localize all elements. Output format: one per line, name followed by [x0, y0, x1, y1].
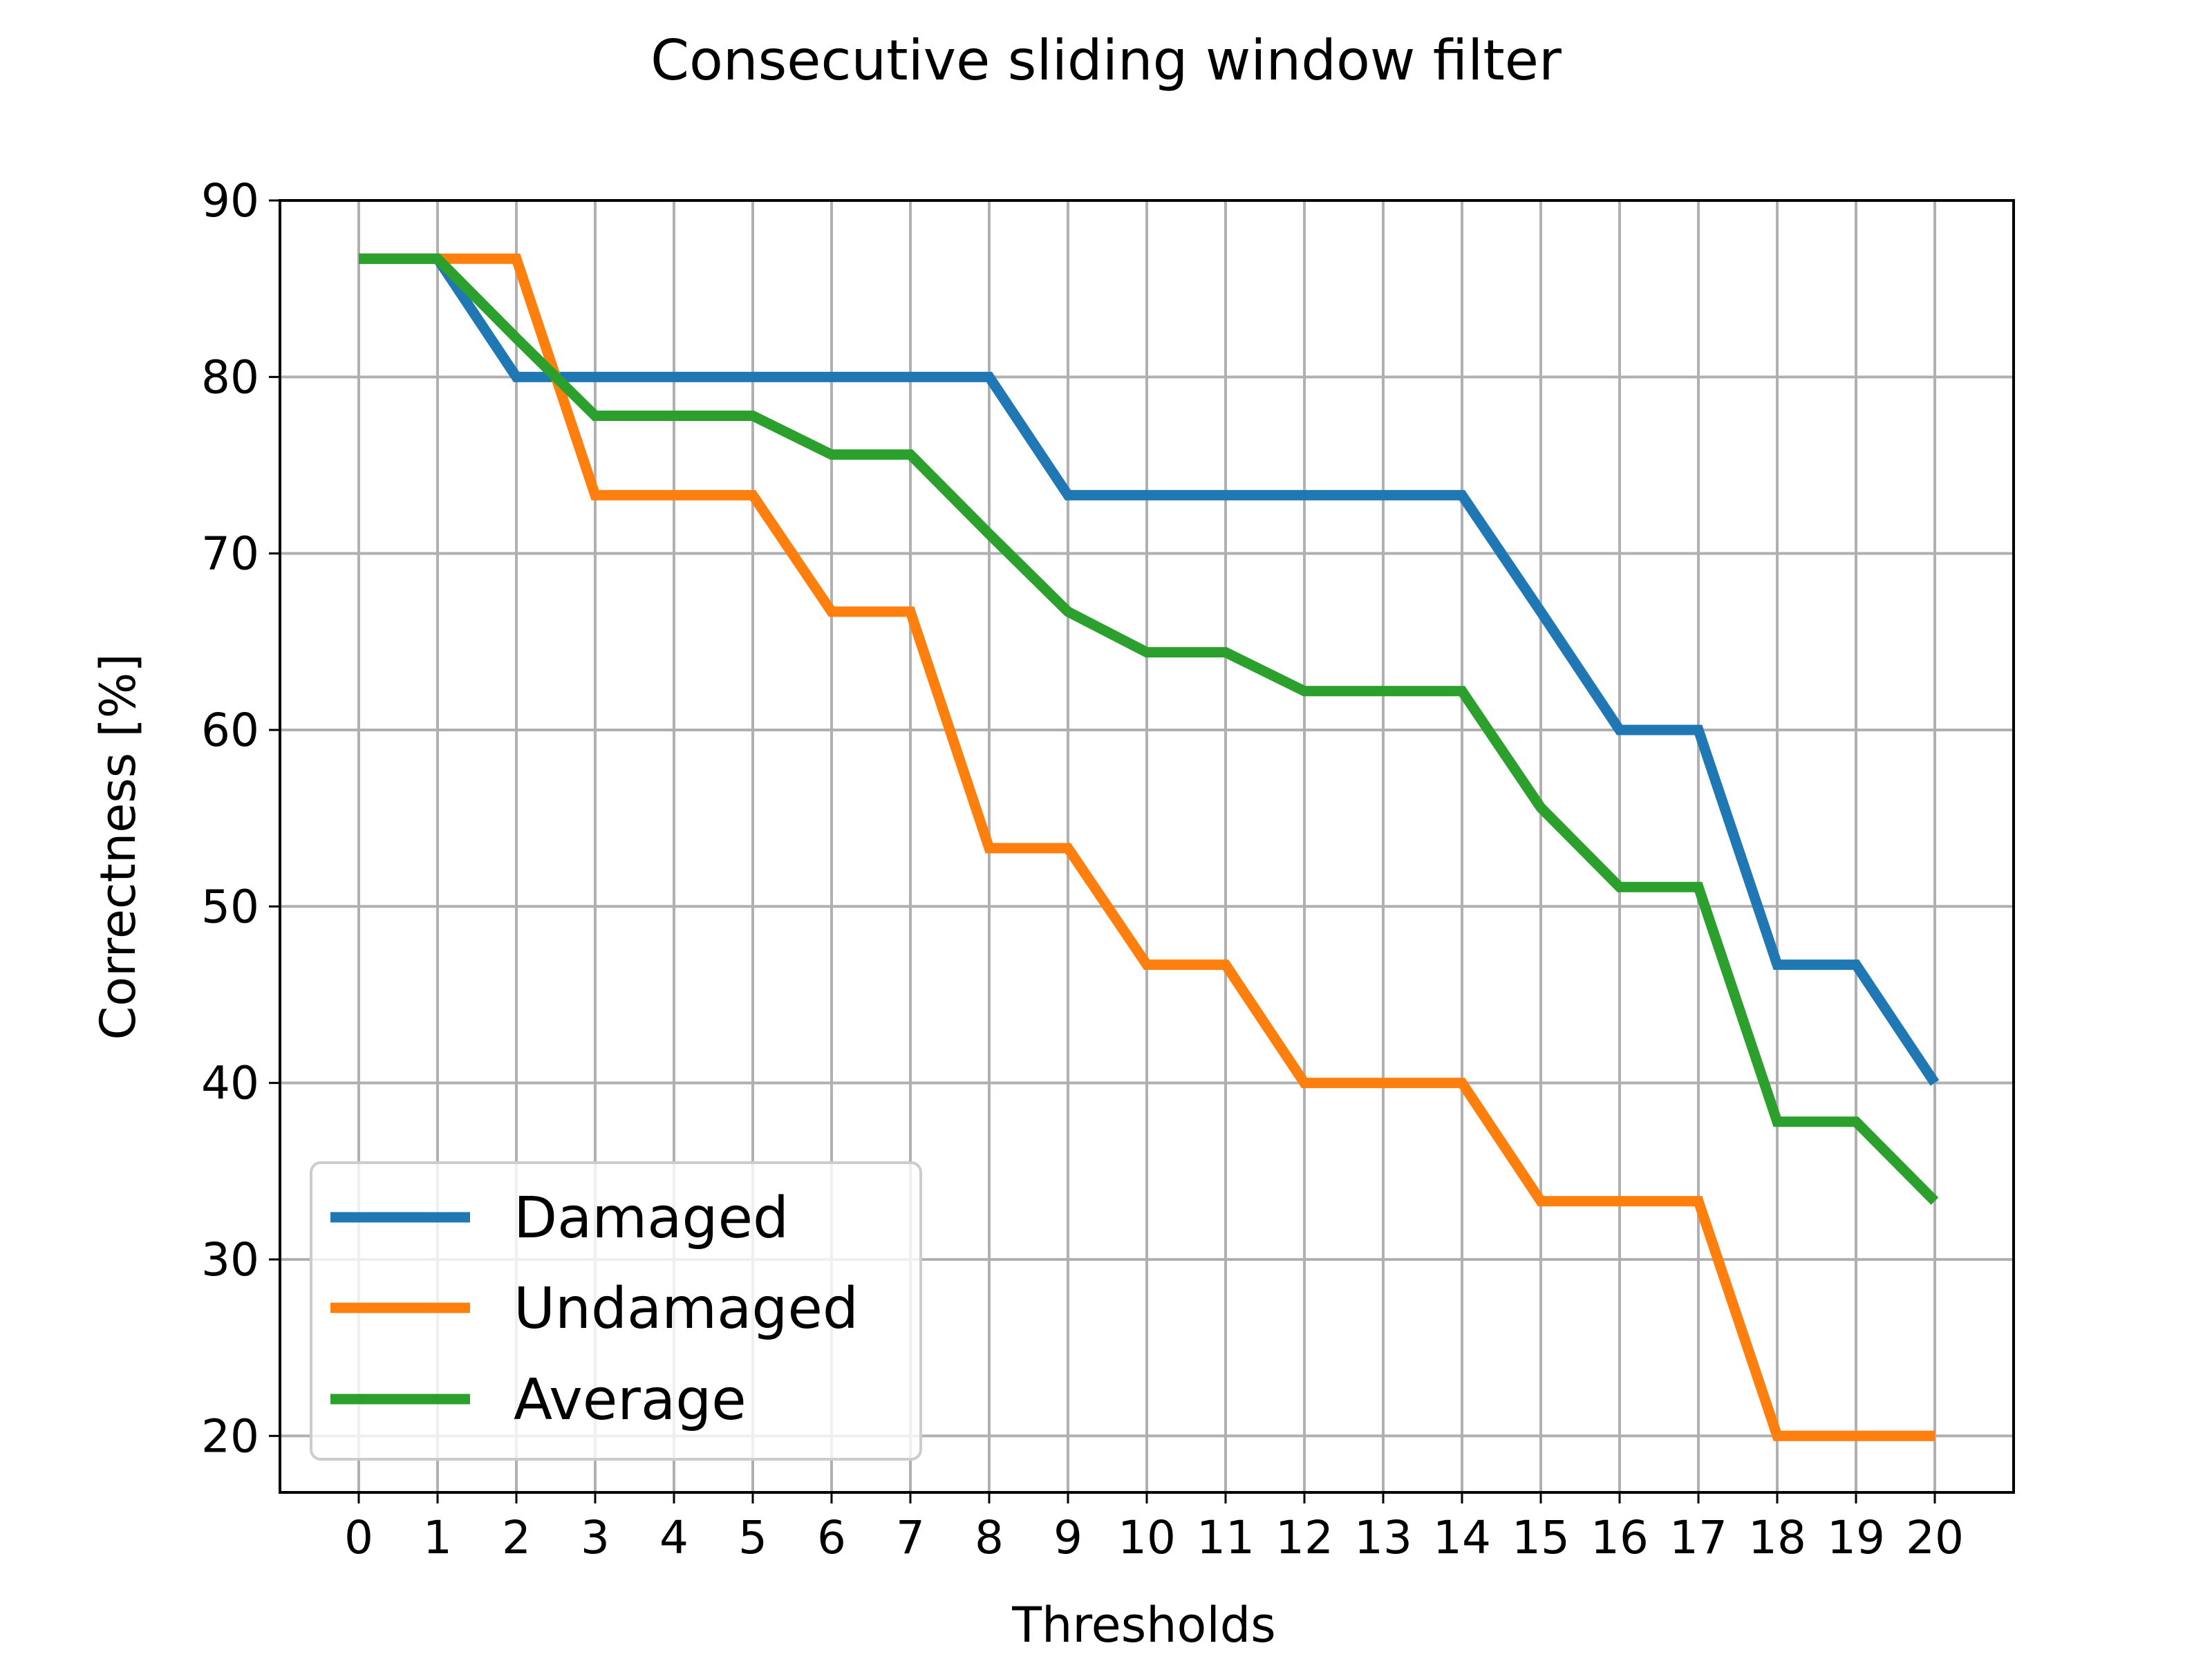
chart-title: Consecutive sliding window filter	[650, 28, 1562, 93]
x-tick: 0	[344, 1492, 373, 1564]
series-line-undamaged	[359, 253, 1935, 1441]
x-tick: 4	[659, 1492, 688, 1564]
y-tick: 70	[201, 527, 280, 581]
x-tick: 15	[1512, 1492, 1570, 1564]
x-tick-label: 6	[817, 1511, 846, 1564]
y-tick-label: 50	[201, 880, 259, 933]
x-tick: 7	[896, 1492, 925, 1564]
x-axis-label: Thresholds	[1011, 1597, 1275, 1653]
x-tick-label: 8	[975, 1511, 1004, 1564]
y-tick-label: 90	[201, 174, 259, 227]
x-tick-label: 11	[1197, 1511, 1255, 1564]
x-tick-label: 20	[1906, 1511, 1964, 1564]
legend-box	[310, 1161, 922, 1461]
x-tick-label: 13	[1354, 1511, 1412, 1564]
y-tick-label: 70	[201, 527, 259, 581]
x-tick: 20	[1906, 1492, 1964, 1564]
x-tick: 8	[975, 1492, 1004, 1564]
x-tick: 3	[581, 1492, 610, 1564]
x-tick: 6	[817, 1492, 846, 1564]
x-tick-label: 5	[738, 1511, 767, 1564]
x-tick: 19	[1827, 1492, 1885, 1564]
x-tick-label: 10	[1118, 1511, 1176, 1564]
x-tick: 13	[1354, 1492, 1412, 1564]
x-tick: 18	[1748, 1492, 1806, 1564]
y-tick: 90	[201, 174, 280, 227]
y-tick-label: 60	[201, 704, 259, 757]
x-tick-label: 16	[1591, 1511, 1649, 1564]
x-tick-label: 19	[1827, 1511, 1885, 1564]
y-tick: 40	[201, 1057, 280, 1110]
x-tick: 1	[423, 1492, 452, 1564]
y-axis-ticks: 20 30 40 50 60 70 80 90	[201, 174, 280, 1463]
legend-label-average: Average	[514, 1367, 747, 1433]
y-axis-label: Correctness [%]	[90, 653, 147, 1040]
x-tick: 11	[1197, 1492, 1255, 1564]
y-tick-label: 20	[201, 1409, 259, 1463]
y-tick-label: 80	[201, 350, 259, 404]
x-tick: 17	[1669, 1492, 1727, 1564]
y-tick-label: 40	[201, 1057, 259, 1110]
x-tick-label: 18	[1748, 1511, 1806, 1564]
series-line-average	[359, 253, 1939, 1205]
series-line-damaged	[359, 253, 1940, 1086]
x-tick-label: 4	[659, 1511, 688, 1564]
y-tick: 50	[201, 880, 280, 933]
y-tick: 20	[201, 1409, 280, 1463]
x-tick-label: 0	[344, 1511, 373, 1564]
x-tick-label: 9	[1053, 1511, 1082, 1564]
x-tick-label: 15	[1512, 1511, 1570, 1564]
x-tick: 14	[1433, 1492, 1491, 1564]
series-lines	[359, 253, 1940, 1441]
x-axis-ticks: 0 1 2 3 4 5 6 7 8 9 10 11 12 13 14 15 16 17 18 19 20	[344, 1492, 1964, 1564]
y-tick-label: 30	[201, 1233, 259, 1286]
x-tick-label: 3	[581, 1511, 610, 1564]
legend-label-damaged: Damaged	[514, 1185, 789, 1251]
y-tick: 60	[201, 704, 280, 757]
x-tick: 16	[1591, 1492, 1649, 1564]
x-tick-label: 2	[502, 1511, 531, 1564]
legend-label-undamaged: Undamaged	[514, 1276, 859, 1342]
x-tick: 2	[502, 1492, 531, 1564]
legend: Damaged Undamaged Average	[310, 1161, 922, 1461]
x-tick: 9	[1053, 1492, 1082, 1564]
x-tick-label: 14	[1433, 1511, 1491, 1564]
x-tick-label: 7	[896, 1511, 925, 1564]
x-tick: 12	[1275, 1492, 1333, 1564]
y-tick: 80	[201, 350, 280, 404]
x-tick: 10	[1118, 1492, 1176, 1564]
x-tick-label: 1	[423, 1511, 452, 1564]
x-tick-label: 12	[1275, 1511, 1333, 1564]
x-tick: 5	[738, 1492, 767, 1564]
x-tick-label: 17	[1669, 1511, 1727, 1564]
y-tick: 30	[201, 1233, 280, 1286]
